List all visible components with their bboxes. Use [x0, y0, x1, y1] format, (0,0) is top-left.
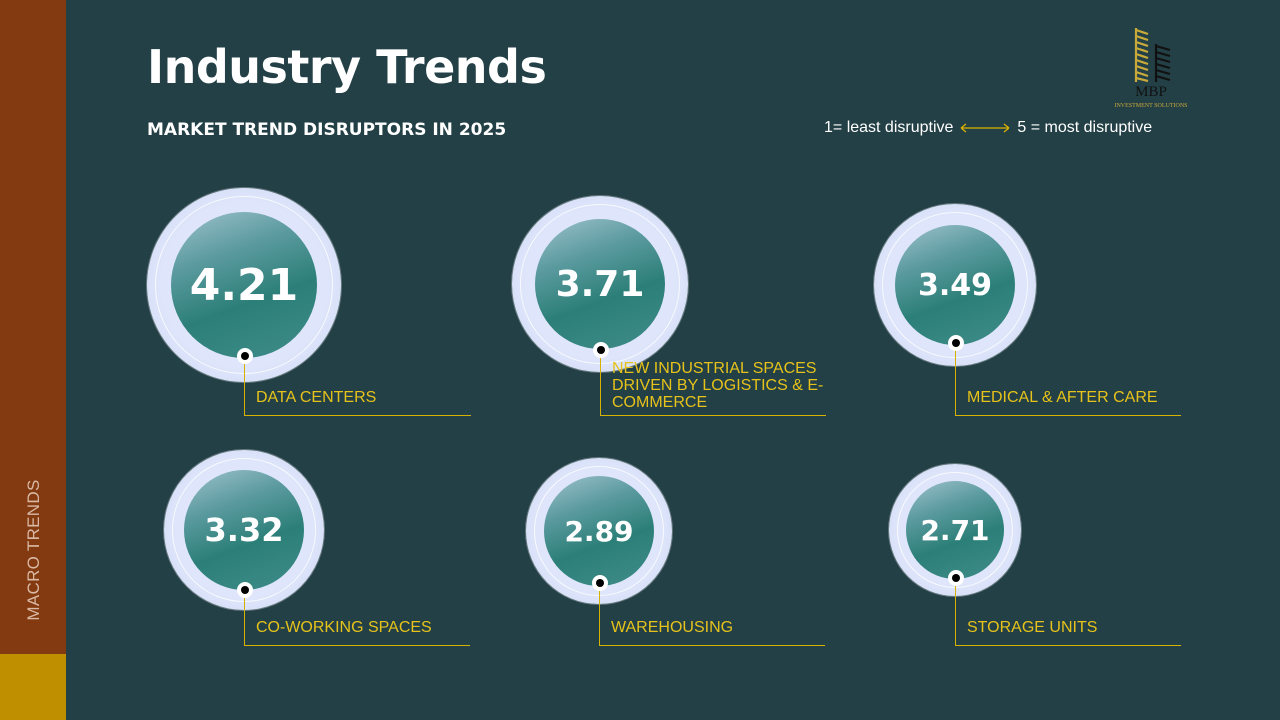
trend-label: WAREHOUSING	[611, 619, 734, 636]
marker-dot-icon	[948, 335, 964, 351]
underline	[600, 415, 826, 416]
sidebar-label: MACRO TRENDS	[24, 479, 43, 621]
score-circle: 3.49	[895, 225, 1015, 345]
double-arrow-icon	[961, 123, 1010, 133]
underline	[599, 645, 825, 646]
svg-text:INVESTMENT SOLUTIONS: INVESTMENT SOLUTIONS	[1114, 103, 1187, 109]
sidebar-accent	[0, 654, 66, 720]
connector-line	[600, 350, 601, 415]
page-subtitle: MARKET TREND DISRUPTORS IN 2025	[147, 120, 507, 140]
svg-text:MBP: MBP	[1135, 84, 1167, 100]
marker-dot-icon	[592, 575, 608, 591]
scale-legend: 1= least disruptive 5 = most disruptive	[824, 119, 1152, 137]
legend-high: 5 = most disruptive	[1017, 119, 1153, 136]
underline	[955, 645, 1181, 646]
company-logo: MBP INVESTMENT SOLUTIONS	[1114, 28, 1188, 109]
marker-dot-icon	[593, 342, 609, 358]
score-circle: 4.21	[171, 212, 317, 358]
underline	[244, 415, 471, 416]
trend-label: DATA CENTERS	[256, 389, 377, 406]
score-value: 3.32	[204, 511, 284, 549]
marker-dot-icon	[948, 570, 964, 586]
marker-dot-icon	[237, 348, 253, 364]
underline	[955, 415, 1181, 416]
connector-line	[955, 578, 956, 645]
score-value: 2.71	[920, 513, 990, 547]
page-title: Industry Trends	[147, 40, 547, 94]
score-value: 2.89	[564, 514, 634, 548]
legend-low: 1= least disruptive	[824, 119, 954, 136]
trend-label: STORAGE UNITS	[967, 619, 1098, 636]
score-circle: 3.71	[535, 219, 665, 349]
score-circle: 2.89	[544, 476, 654, 586]
score-circle: 3.32	[184, 470, 304, 590]
underline	[244, 645, 470, 646]
trend-label: NEW INDUSTRIAL SPACES DRIVEN BY LOGISTIC…	[612, 360, 824, 411]
score-value: 3.49	[917, 267, 993, 303]
marker-dot-icon	[237, 582, 253, 598]
connector-line	[955, 343, 956, 415]
score-value: 3.71	[555, 263, 645, 305]
score-value: 4.21	[189, 259, 299, 311]
sidebar: MACRO TRENDS	[0, 0, 66, 654]
connector-line	[244, 356, 245, 415]
trend-label: CO-WORKING SPACES	[256, 619, 432, 636]
connector-line	[599, 583, 600, 645]
score-circle: 2.71	[906, 481, 1004, 579]
trend-label: MEDICAL & AFTER CARE	[967, 389, 1158, 406]
connector-line	[244, 590, 245, 645]
